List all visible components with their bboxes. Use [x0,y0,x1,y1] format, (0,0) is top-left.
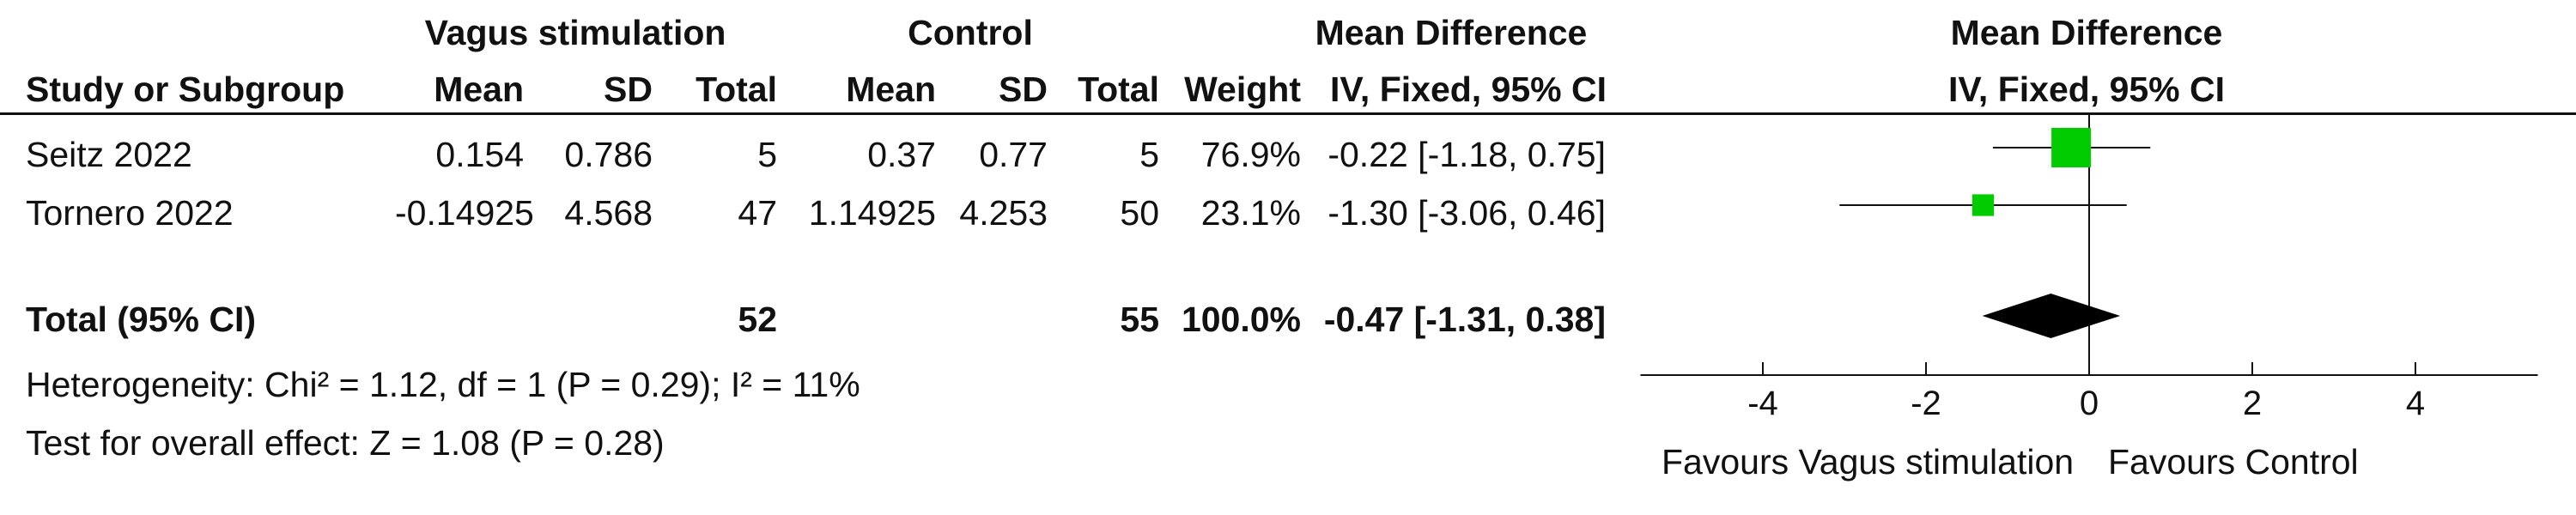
study-name: Tornero 2022 [26,193,234,233]
study-name: Seitz 2022 [26,135,192,174]
md-text-header: Mean Difference [1315,13,1588,52]
x-tick-label: 2 [2243,385,2262,422]
mean2-header: Mean [846,70,936,109]
study-mean2: 0.37 [867,135,936,174]
x-tick-label: -4 [1747,385,1778,422]
study-mean2: 1.14925 [808,193,936,233]
x-tick-label: -2 [1911,385,1941,422]
study-sd2: 0.77 [979,135,1048,174]
sd1-header: SD [604,70,653,109]
total-total1: 52 [738,300,777,339]
total1-header: Total [696,70,777,109]
study-total1: 5 [757,135,777,174]
favours-left-label: Favours Vagus stimulation [1662,442,2075,482]
study-total2: 50 [1120,193,1159,233]
study-sd1: 4.568 [564,193,653,233]
x-tick-label: 4 [2406,385,2425,422]
study-effect-square [1971,194,1995,216]
study-effect-square [2051,128,2092,167]
study-weight: 23.1% [1200,193,1301,233]
study-ci: -0.22 [-1.18, 0.75] [1327,135,1606,174]
study-mean1: 0.154 [435,135,524,174]
favours-right-label: Favours Control [2108,442,2359,482]
method-text-header: IV, Fixed, 95% CI [1329,70,1607,109]
total-weight: 100.0% [1181,300,1301,339]
study-header: Study or Subgroup [26,70,345,109]
study-ci: -1.30 [-3.06, 0.46] [1327,193,1606,233]
total-label: Total (95% CI) [26,300,257,339]
study-sd1: 0.786 [564,135,653,174]
pooled-effect-diamond [1982,294,2121,338]
md-plot-header: Mean Difference [1950,13,2223,52]
x-tick-label: 0 [2080,385,2099,422]
heterogeneity-text: Heterogeneity: Chi² = 1.12, df = 1 (P = … [26,365,860,404]
sd2-header: SD [999,70,1048,109]
header-rule [0,112,2576,115]
overall-effect-text: Test for overall effect: Z = 1.08 (P = 0… [26,423,665,463]
study-total1: 47 [738,193,777,233]
total-total2: 55 [1120,300,1159,339]
group1-header: Vagus stimulation [424,13,726,52]
total-ci: -0.47 [-1.31, 0.38] [1323,300,1606,339]
study-total2: 5 [1139,135,1159,174]
study-mean1: -0.14925 [395,193,534,233]
method-plot-header: IV, Fixed, 95% CI [1947,70,2226,109]
study-weight: 76.9% [1200,135,1301,174]
weight-header: Weight [1184,70,1301,109]
total2-header: Total [1078,70,1159,109]
study-sd2: 4.253 [959,193,1048,233]
group2-header: Control [908,13,1033,52]
mean1-header: Mean [434,70,524,109]
